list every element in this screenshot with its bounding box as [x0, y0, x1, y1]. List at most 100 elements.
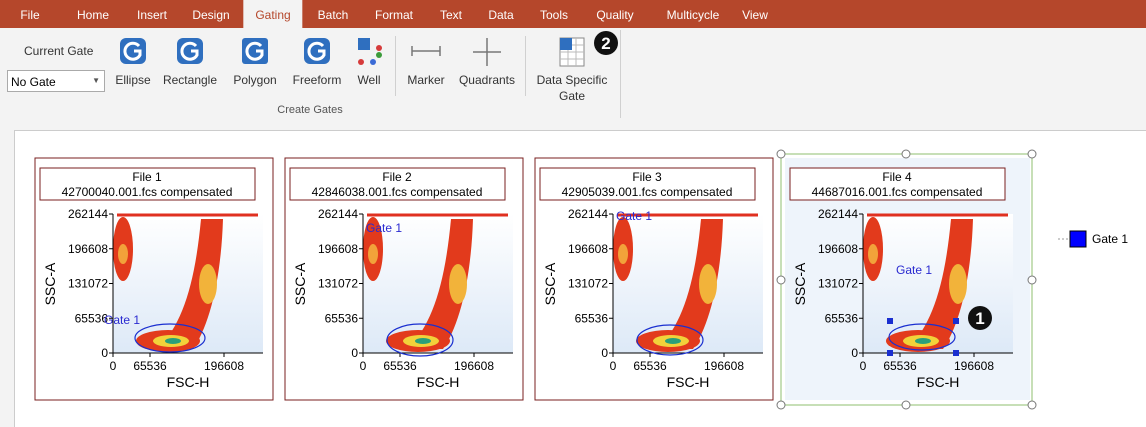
title-box: [289, 167, 506, 201]
callout: [594, 31, 618, 55]
gate-icon-glyph: [123, 41, 142, 61]
ribbon-tab[interactable]: Insert: [136, 8, 168, 22]
plot-subtitle: 42846038.001.fcs compensated: [312, 185, 483, 199]
separator: [620, 30, 621, 118]
resize-handle: [1027, 275, 1037, 285]
resize-handle: [776, 275, 786, 285]
current-gate-dropdown[interactable]: No Gate ▼: [7, 70, 105, 92]
x-tick-label: 0: [860, 359, 867, 373]
separator: [395, 36, 396, 96]
gate-label: Gate 1: [896, 263, 932, 277]
ribbon-tab[interactable]: Design: [192, 8, 230, 22]
y-tick-label: 262144: [68, 207, 108, 221]
well-dot: [358, 59, 364, 65]
ribbon-tab[interactable]: File: [20, 8, 40, 22]
gate-handle: [953, 318, 959, 324]
ribbon-tab[interactable]: Quality: [596, 8, 634, 22]
button-label[interactable]: Ellipse: [115, 73, 151, 87]
button-label[interactable]: Well: [357, 73, 381, 87]
button-label[interactable]: Rectangle: [162, 73, 218, 87]
y-tick-label: 196608: [318, 242, 358, 256]
y-tick-label: 196608: [568, 242, 608, 256]
ribbon-tabs: File Home Insert Design Gating Batch Format Tex…: [0, 0, 1146, 28]
ribbon-tab[interactable]: Data: [488, 8, 514, 22]
gate-icon-glyph: [245, 41, 264, 61]
button-label[interactable]: Polygon: [233, 73, 277, 87]
x-tick-label: 0: [360, 359, 367, 373]
callout-number: 1: [975, 309, 984, 328]
callout-number: 2: [601, 34, 610, 53]
y-tick-label: 196608: [818, 242, 858, 256]
resize-handle: [901, 400, 911, 410]
ribbon-tab[interactable]: Home: [76, 8, 110, 22]
x-tick-label: 196608: [204, 359, 244, 373]
density-core: [449, 264, 467, 304]
density-core: [915, 338, 931, 344]
ribbon-tab[interactable]: Format: [374, 8, 414, 22]
ribbon-tab[interactable]: Multicycle: [666, 8, 720, 22]
x-tick-label: 65536: [133, 359, 167, 373]
title-box: [789, 167, 1006, 201]
gate-label: Gate 1: [366, 221, 402, 235]
y-axis-label: SSC-A: [292, 262, 308, 305]
x-axis-label: FSC-H: [917, 374, 960, 390]
dropdown-arrow: ▼: [92, 76, 100, 85]
ribbon-tab[interactable]: Gating: [243, 0, 303, 28]
gate-icon-glyph: [307, 41, 326, 61]
ribbon-tab[interactable]: Batch: [317, 8, 349, 22]
density-core: [199, 264, 217, 304]
y-tick-label: 262144: [318, 207, 358, 221]
x-tick-label: 0: [110, 359, 117, 373]
plot-title: File 3: [632, 170, 662, 184]
y-tick-label: 196608: [68, 242, 108, 256]
y-tick-label: 0: [351, 346, 358, 360]
well-dot: [376, 45, 382, 51]
y-tick-label: 65536: [75, 311, 109, 325]
density: [658, 219, 723, 349]
plot-subtitle: 42700040.001.fcs compensated: [62, 185, 233, 199]
density-core: [368, 244, 378, 264]
y-axis-label: SSC-A: [542, 262, 558, 305]
well-dot: [376, 52, 382, 58]
resize-handle: [1027, 149, 1037, 159]
button-label[interactable]: Marker: [407, 73, 445, 87]
current-gate-label: Current Gate: [24, 44, 94, 58]
ribbon-tab[interactable]: Tools: [539, 8, 569, 22]
gate-label: Gate 1: [616, 209, 652, 223]
plot-title: File 4: [882, 170, 912, 184]
density-core: [868, 244, 878, 264]
y-tick-label: 0: [851, 346, 858, 360]
title-box: [539, 167, 756, 201]
y-tick-label: 262144: [818, 207, 858, 221]
ribbon-tab[interactable]: Text: [439, 8, 463, 22]
legend-swatch: [1069, 230, 1087, 248]
legend-label: Gate 1: [1092, 232, 1128, 246]
gate-label: Gate 1: [104, 313, 140, 327]
group-label: Create Gates: [277, 104, 343, 116]
well-icon: [358, 38, 370, 50]
button-label[interactable]: Freeform: [292, 73, 342, 87]
gate-icon-glyph: [180, 41, 199, 61]
resize-handle: [776, 400, 786, 410]
density-core: [665, 338, 681, 344]
y-tick-label: 0: [101, 346, 108, 360]
gate-handle: [887, 318, 893, 324]
y-tick-label: 262144: [568, 207, 608, 221]
density-core: [415, 338, 431, 344]
gate-ellipse: [636, 324, 704, 356]
x-tick-label: 65536: [633, 359, 667, 373]
resize-handle: [901, 149, 911, 159]
x-axis-label: FSC-H: [167, 374, 210, 390]
y-tick-label: 65536: [575, 311, 609, 325]
resize-handle: [1027, 400, 1037, 410]
x-tick-label: 196608: [704, 359, 744, 373]
data-gate-badge: [560, 38, 572, 50]
button-label[interactable]: Quadrants: [458, 73, 516, 87]
density-core: [165, 338, 181, 344]
ribbon-tab[interactable]: View: [742, 8, 768, 22]
marker-icon: [411, 46, 441, 56]
button-label[interactable]: Data Specific Gate: [536, 73, 608, 103]
density-core: [699, 264, 717, 304]
